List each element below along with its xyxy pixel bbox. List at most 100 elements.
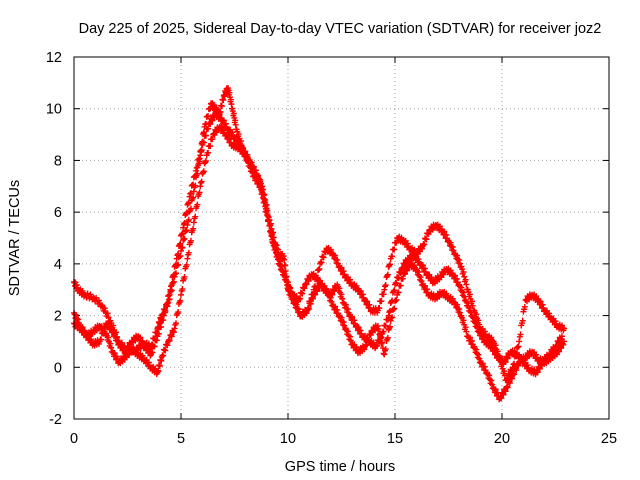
data-point-interp [274,251,281,258]
data-point-interp [510,370,517,377]
data-point-interp [473,346,480,353]
data-point [197,183,204,190]
data-point-interp [471,315,478,322]
data-point-interp [511,371,518,378]
data-point-interp [558,345,565,352]
data-point-interp [260,194,267,201]
data-point-interp [513,367,520,374]
data-point-interp [269,238,276,245]
data-point-interp [391,287,398,294]
data-point [558,333,565,340]
data-point-interp [320,254,327,261]
data-point-interp [192,213,199,220]
data-point-interp [202,132,209,139]
data-point-interp [175,309,182,316]
data-point-interp [489,381,496,388]
data-point-interp [240,144,247,151]
data-point-interp [185,216,192,223]
data-point-interp [248,165,255,172]
data-point-interp [305,306,312,313]
data-point-interp [490,344,497,351]
data-point-interp [391,305,398,312]
data-point-interp [364,298,371,305]
data-point [516,338,523,345]
y-axis-label: SDTVAR / TECUs [7,180,23,296]
data-point-interp [196,189,203,196]
data-point [257,183,264,190]
data-point-interp [375,337,382,344]
data-point [171,325,178,332]
data-point-interp [488,334,495,341]
data-point-interp [272,244,279,251]
data-point-interp [361,346,368,353]
data-point-interp [488,377,495,384]
data-point-interp [252,167,259,174]
data-point-interp [202,159,209,166]
data-point-interp [255,177,262,184]
data-point-interp [460,269,467,275]
data-point-interp [216,112,223,119]
data-point-interp [177,297,184,304]
data-point-interp [336,285,343,292]
data-point [561,325,568,332]
data-point-interp [101,305,108,312]
data-point-interp [506,379,513,386]
data-point-interp [329,291,336,298]
data-point-interp [504,355,511,362]
data-point-interp [75,316,82,323]
data-point-interp [353,282,360,289]
data-point-interp [297,295,304,302]
data-point-interp [460,289,467,296]
data-point-interp [104,310,111,317]
data-point-interp [166,291,173,298]
data-point-interp [332,303,339,310]
data-point-interp [176,241,183,248]
data-point-interp [220,117,227,124]
data-point-interp [533,293,540,300]
data-point-interp [384,271,391,278]
data-point-interp [242,150,249,157]
data-point-interp [257,186,264,193]
data-point-interp [105,314,112,321]
data-point-interp [198,146,205,153]
data-point-interp [415,269,422,275]
data-point-interp [349,313,356,320]
data-point-interp [200,169,207,176]
data-point-interp [281,272,288,279]
data-point-interp [125,345,132,352]
data-point-interp [441,228,448,235]
data-point [190,219,197,226]
data-point-interp [353,343,360,350]
data-point-interp [401,262,408,269]
data-point-interp [421,241,428,248]
data-point-interp [111,330,118,337]
data-point-interp [344,328,351,335]
data-point-interp [158,323,165,330]
data-point-interp [384,316,391,323]
data-point-interp [498,395,505,402]
data-point-interp [328,298,335,305]
data-point-interp [338,291,345,298]
data-point-interp [382,283,389,290]
data-point-interp [404,240,411,247]
data-point-interp [261,198,268,205]
data-point-interp [469,298,476,305]
data-point-interp [235,137,242,144]
data-point-interp [556,348,563,355]
data-point-interp [351,317,358,324]
data-point-interp [384,334,391,341]
data-point-interp [393,280,400,287]
data-point-interp [512,366,519,373]
data-point-interp [502,388,509,395]
data-point-interp [447,239,454,246]
data-point-interp [364,334,371,341]
data-point-interp [285,279,291,286]
data-point-interp [479,332,486,339]
data-point-interp [481,363,488,370]
data-point-interp [317,277,324,284]
data-point-interp [357,287,364,294]
data-point-interp [462,324,469,331]
data-point-interp [262,203,269,210]
data-point-interp [502,359,509,366]
data-point-interp [475,351,482,358]
